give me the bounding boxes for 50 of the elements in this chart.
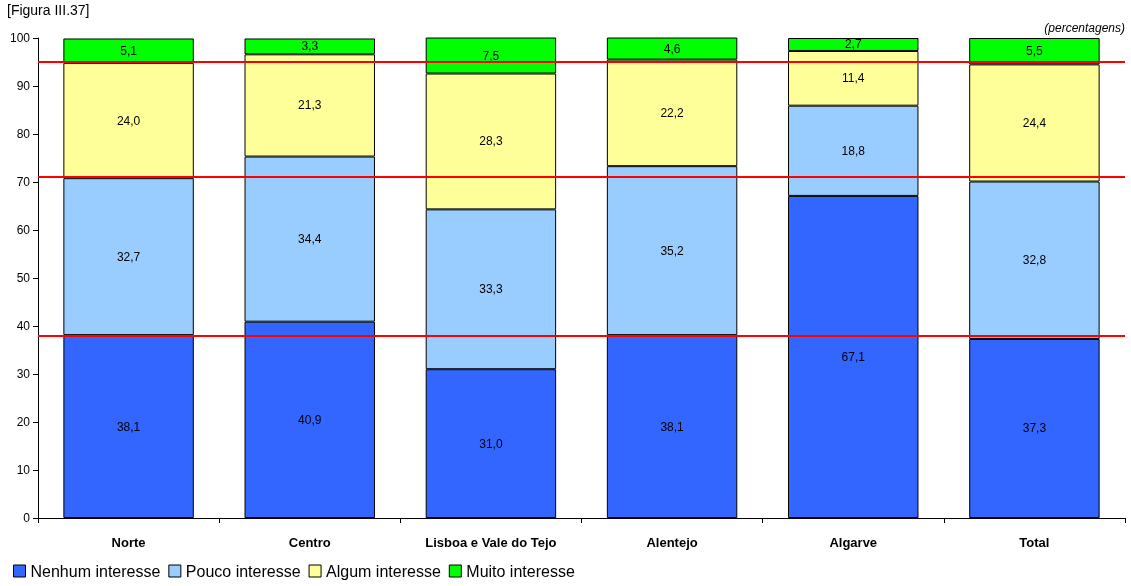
data-label: 33,3 (479, 282, 503, 297)
bar (63, 62, 194, 179)
data-label: 34,4 (298, 232, 322, 247)
data-label: 32,8 (1022, 253, 1047, 268)
data-label: 24,0 (116, 113, 141, 128)
x-tick-label: Lisboa e Vale do Tejo (425, 535, 557, 550)
legend-label: Pouco interesse (185, 562, 301, 580)
x-tick-label: Alentejo (646, 535, 698, 550)
legend-label: Nenhum interesse (30, 562, 161, 580)
data-label: 35,2 (660, 243, 685, 258)
y-tick-label: 10 (16, 463, 31, 477)
data-label: 28,3 (479, 134, 503, 149)
y-tick-label: 20 (16, 415, 31, 429)
x-tick-label: Centro (288, 535, 331, 550)
data-label: 31,0 (479, 436, 503, 451)
data-label: 3,3 (301, 39, 319, 54)
y-tick-label: 40 (16, 319, 31, 333)
chart-title: [Figura III.37] (7, 2, 90, 18)
x-tick-label: Total (1019, 535, 1050, 550)
y-tick-label: 80 (16, 127, 31, 141)
data-label: 5,1 (120, 43, 138, 58)
y-tick-label: 90 (16, 79, 31, 93)
data-label: 7,5 (482, 48, 500, 63)
text: (percentagens) (1044, 21, 1126, 35)
y-tick-label: 30 (16, 367, 31, 381)
y-tick-label: 100 (9, 31, 31, 45)
y-tick-label: 50 (16, 271, 31, 285)
data-label: 18,8 (841, 143, 866, 158)
data-label: 21,3 (298, 98, 322, 113)
data-label: 38,1 (116, 419, 141, 434)
data-label: 4,6 (663, 41, 681, 56)
data-label: 2,7 (844, 37, 862, 52)
data-label: 40,9 (298, 412, 322, 427)
y-tick-label: 70 (16, 175, 31, 189)
y-tick-label: 0 (23, 511, 31, 525)
data-label: 38,1 (660, 419, 685, 434)
legend-label: Muito interesse (466, 562, 575, 580)
bar (63, 38, 194, 63)
y-tick-label: 60 (16, 223, 31, 237)
data-label: 37,3 (1022, 421, 1047, 436)
data-label: 32,7 (116, 249, 141, 264)
data-label: 5,5 (1026, 44, 1044, 59)
data-label: 24,4 (1022, 115, 1047, 130)
x-tick-label: Norte (111, 535, 146, 550)
legend-label: Algum interesse (326, 562, 441, 580)
data-label: 22,2 (660, 105, 685, 120)
x-tick-label: Algarve (829, 535, 878, 550)
data-label: 11,4 (842, 71, 865, 86)
bar (63, 178, 194, 336)
data-label: 67,1 (841, 349, 866, 364)
